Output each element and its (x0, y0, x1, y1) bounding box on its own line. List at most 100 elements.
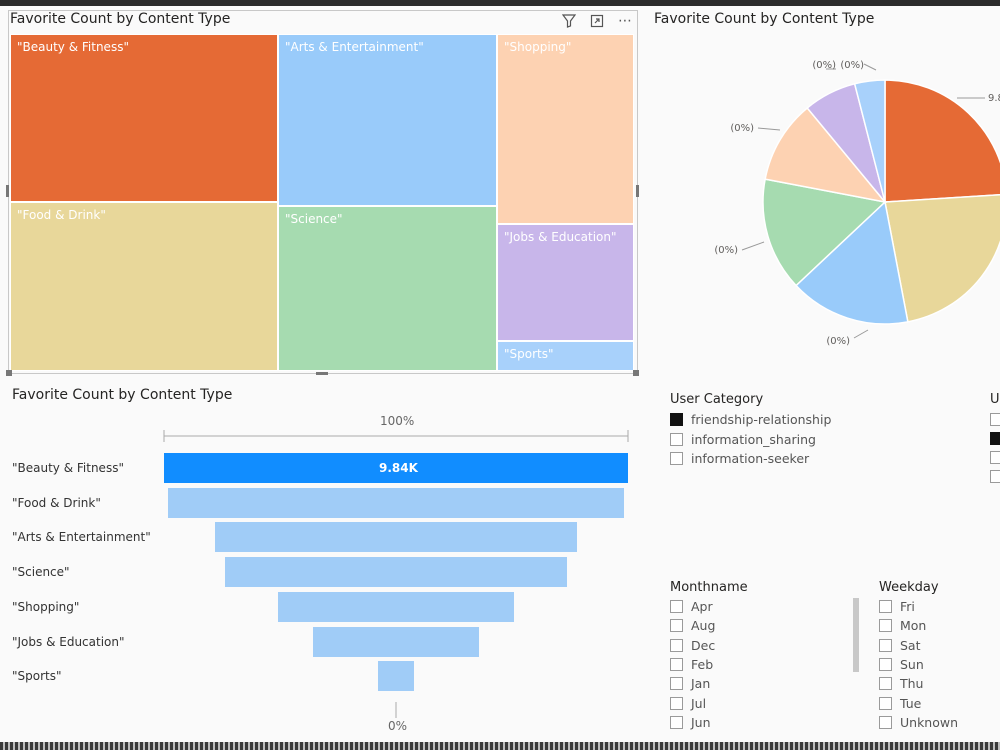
slicer-item-label: Aug (691, 618, 716, 634)
slicer-checkbox[interactable] (879, 600, 892, 613)
monthname-scrollbar[interactable] (853, 598, 859, 672)
slicer-checkbox[interactable] (990, 413, 1000, 426)
slicer-checkbox[interactable] (879, 677, 892, 691)
pie-leader-line (741, 241, 765, 251)
slicer-checkbox[interactable] (990, 470, 1000, 483)
slicer-checkbox[interactable] (670, 452, 683, 465)
pie-data-label: 9.8 (988, 93, 1000, 104)
slicer-checkbox[interactable] (879, 657, 892, 671)
funnel-bar[interactable] (214, 522, 578, 553)
slicer-checkbox[interactable] (879, 619, 892, 633)
slicer-item[interactable]: information-seeker (670, 451, 809, 466)
slicer-item-label: Feb (691, 656, 714, 672)
slicer-item[interactable]: Dec (670, 638, 715, 653)
treemap-tile[interactable]: "Shopping" (497, 34, 634, 224)
funnel-top-percent: 100% (380, 414, 415, 428)
slicer-item[interactable]: Jan (670, 676, 710, 691)
funnel-bar[interactable] (225, 557, 567, 588)
pie-data-label: (0%) (730, 123, 754, 134)
more-options-icon[interactable]: ⋯ (618, 13, 632, 29)
pie-data-label: (0%) (826, 336, 850, 347)
pie-slice[interactable] (762, 178, 887, 287)
pie-title: Favorite Count by Content Type (654, 11, 875, 27)
pie-leader-line (853, 329, 869, 339)
filter-icon[interactable] (560, 12, 578, 30)
slicer-item[interactable]: Sat (879, 638, 921, 653)
treemap-chart: "Beauty & Fitness" "Food & Drink" "Arts … (10, 34, 634, 371)
resize-handle[interactable] (316, 372, 328, 375)
slicer-checkbox[interactable] (670, 715, 683, 729)
slicer-item[interactable]: Jun (670, 715, 711, 730)
slicer-checkbox[interactable] (990, 451, 1000, 464)
treemap-tile[interactable]: "Food & Drink" (10, 202, 278, 371)
funnel-bottom-axis (395, 702, 397, 718)
slicer-checkbox[interactable] (879, 696, 892, 710)
slicer-item[interactable]: Apr (670, 599, 713, 614)
slicer-item[interactable]: Feb (670, 657, 713, 672)
weekday-slicer-title: Weekday (879, 580, 939, 595)
slicer-item-label: Dec (691, 637, 716, 653)
funnel-category-label: "Beauty & Fitness" (12, 461, 124, 475)
funnel-bar[interactable] (377, 661, 415, 692)
funnel-bar[interactable] (278, 591, 514, 622)
slicer-checkbox[interactable] (670, 657, 683, 671)
slicer-item[interactable]: Mon (879, 618, 926, 633)
funnel-bar[interactable] (164, 453, 628, 483)
treemap-tile[interactable]: "Arts & Entertainment" (278, 34, 497, 206)
treemap-tile[interactable]: "Sports" (497, 341, 634, 371)
funnel-bar[interactable] (313, 626, 479, 657)
slicer-item[interactable]: Tue (879, 696, 921, 711)
pie-leader-line (863, 63, 877, 71)
treemap-tile[interactable]: "Jobs & Education" (497, 224, 634, 341)
slicer-checkbox[interactable] (670, 677, 683, 691)
funnel-title: Favorite Count by Content Type (12, 387, 233, 403)
funnel-category-label: "Science" (12, 565, 70, 580)
resize-handle[interactable] (633, 370, 639, 376)
slicer-checkbox[interactable] (670, 413, 683, 426)
funnel-data-label: 9.84K (379, 461, 418, 475)
slicer-checkbox[interactable] (879, 638, 892, 652)
funnel-category-label: "Jobs & Education" (12, 634, 125, 649)
slicer-item-label: Sun (900, 656, 924, 672)
focus-mode-icon[interactable] (588, 12, 606, 30)
funnel-bar[interactable] (167, 487, 625, 518)
resize-handle[interactable] (636, 185, 639, 197)
slicer-item-label: information-seeker (691, 451, 810, 466)
slicer-item[interactable]: friendship-relationship (670, 412, 831, 427)
slicer-checkbox[interactable] (670, 638, 683, 652)
pie-slice[interactable] (884, 194, 1000, 323)
treemap-tile[interactable]: "Beauty & Fitness" (10, 34, 278, 202)
monthname-slicer-title: Monthname (670, 580, 748, 595)
treemap-title: Favorite Count by Content Type (10, 11, 231, 27)
resize-handle[interactable] (6, 185, 9, 197)
pie-data-label: (0%) (840, 60, 864, 71)
pie-slice[interactable] (764, 106, 887, 204)
slicer-item[interactable]: Unknown (879, 715, 958, 730)
resize-handle[interactable] (6, 370, 12, 376)
slicer-item[interactable]: Thu (879, 676, 923, 691)
slicer-item[interactable]: information_sharing (670, 432, 816, 447)
slicer-item-label: Mon (900, 618, 927, 634)
funnel-bottom-percent: 0% (388, 719, 408, 733)
slicer-item[interactable]: Sun (879, 657, 924, 672)
slicer-item[interactable]: Jul (670, 696, 706, 711)
slicer-checkbox[interactable] (670, 696, 683, 710)
slicer-item-label: Tue (900, 695, 922, 711)
slicer-item-label: Jul (691, 695, 707, 711)
pie-slice[interactable] (853, 79, 886, 203)
slicer-item-label: information_sharing (691, 431, 816, 447)
slicer-checkbox[interactable] (670, 432, 683, 446)
slicer-checkbox[interactable] (670, 619, 683, 633)
slicer-item[interactable]: Aug (670, 618, 715, 633)
pie-data-label: (0%) (812, 60, 836, 71)
slicer-item-label: Fri (900, 599, 915, 614)
slicer-item-label: Unknown (900, 714, 959, 730)
funnel-category-label: "Arts & Entertainment" (12, 530, 151, 545)
pie-slice[interactable] (884, 79, 1000, 203)
pie-slice[interactable] (795, 200, 909, 325)
slicer-checkbox[interactable] (670, 600, 683, 613)
slicer-item[interactable]: Fri (879, 599, 915, 614)
slicer-checkbox[interactable] (879, 715, 892, 729)
treemap-tile[interactable]: "Science" (278, 206, 497, 371)
slicer-checkbox[interactable] (990, 432, 1000, 445)
